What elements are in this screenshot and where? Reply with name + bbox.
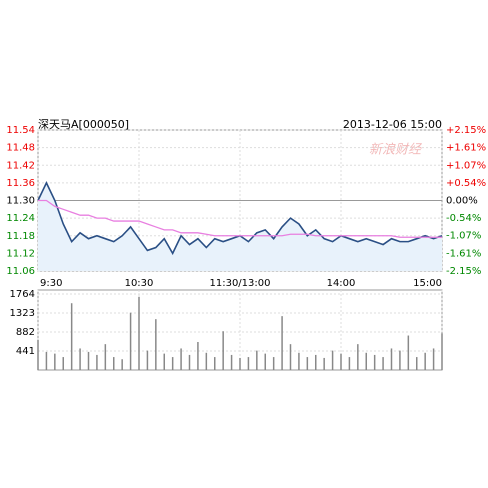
chart-title: 深天马A[000050] (38, 118, 129, 131)
x-tick-label: 15:00 (413, 278, 442, 289)
price-area (38, 182, 442, 271)
x-tick-label: 11:30/13:00 (209, 278, 270, 289)
y2-tick-label: -2.15% (446, 266, 481, 277)
y2-tick-label: -1.07% (446, 231, 481, 242)
y-tick-label: 1323 (10, 308, 35, 319)
watermark: 新浪财经 (369, 142, 423, 158)
y-tick-label: 11.48 (6, 143, 35, 154)
y2-tick-label: +1.07% (446, 160, 486, 171)
average-line (38, 199, 442, 238)
y-tick-label: 11.24 (6, 213, 35, 224)
x-tick-label: 9:30 (40, 278, 62, 289)
y-tick-label: 1764 (10, 289, 35, 300)
y-tick-label: 11.42 (6, 160, 35, 171)
y-tick-label: 882 (16, 327, 35, 338)
y-tick-label: 11.12 (6, 248, 35, 259)
y-tick-label: 441 (16, 346, 35, 357)
y-tick-label: 11.36 (6, 178, 35, 189)
y-tick-label: 11.18 (6, 231, 35, 242)
y2-tick-label: 0.00% (446, 196, 478, 207)
x-tick-label: 14:00 (327, 278, 356, 289)
y2-tick-label: -0.54% (446, 213, 481, 224)
y-tick-label: 11.54 (6, 125, 35, 136)
y2-tick-label: -1.61% (446, 248, 481, 259)
y2-tick-label: +2.15% (446, 125, 486, 136)
y2-tick-label: +0.54% (446, 178, 486, 189)
chart-subtitle: 2013-12-06 15:00 (343, 118, 442, 131)
y-tick-label: 11.06 (6, 266, 35, 277)
y2-tick-label: +1.61% (446, 143, 486, 154)
y-tick-label: 11.30 (6, 196, 35, 207)
x-tick-label: 10:30 (125, 278, 154, 289)
